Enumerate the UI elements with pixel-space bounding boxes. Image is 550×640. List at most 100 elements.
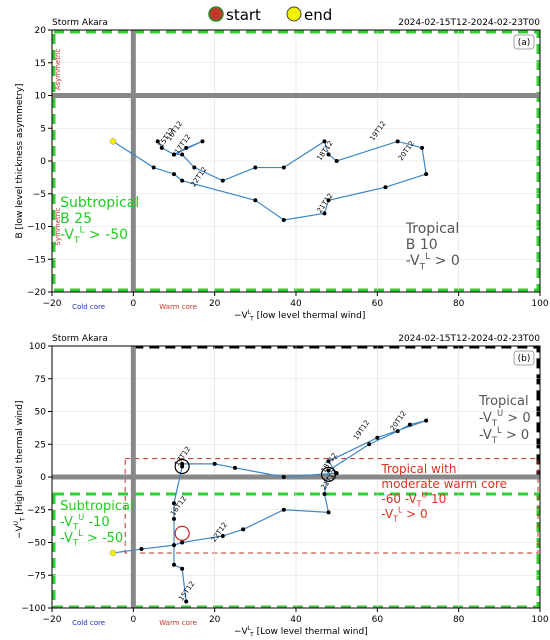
y-tick-label: 50 [35, 408, 47, 418]
tropical-text-part: -V [406, 253, 420, 269]
cold-core-label: Cold core [72, 303, 105, 311]
x-tick-label: 40 [290, 299, 302, 309]
track-point [253, 165, 258, 170]
tropical-text-part: B [406, 237, 420, 253]
y-axis-label-part: [High level thermal wind] [15, 401, 25, 518]
y-tick-label: 100 [29, 342, 46, 352]
cold-core-label: Cold core [72, 619, 105, 627]
tropical-text-part: L [425, 252, 431, 262]
track-point [184, 145, 189, 150]
storm-label: Storm Akara [52, 18, 108, 28]
track-point [326, 152, 331, 157]
y-tick-label: 75 [35, 375, 46, 385]
x-tick-label: −20 [43, 299, 62, 309]
moderate-warm-core-text: Tropical with [380, 462, 456, 476]
tropical-text-part: Tropical [478, 394, 529, 409]
y-tick-label: −75 [27, 571, 46, 581]
track-point [180, 540, 185, 545]
track-point [172, 501, 176, 506]
warm-core-label: Warm core [159, 619, 197, 627]
panel-b: −20 0 20 40 60 80 100 −100 −75 −50 −25 0 25 50 75 100 St… [14, 334, 549, 639]
moderate-warm-core-text-part: -60 [381, 492, 404, 506]
tropical-text-part: -V [479, 411, 492, 426]
track-point [424, 172, 429, 177]
y-axis-label: −VUT [High level thermal wind] [14, 401, 27, 540]
track-point [424, 418, 429, 423]
subtropical-text-part: B [60, 211, 74, 227]
track-point [281, 507, 286, 512]
panel-a: −20 0 20 40 60 80 100 −20 −15 −10 −5 0 5 10 15 20 Storm … [15, 18, 549, 323]
track-point [383, 185, 388, 190]
x-tick-label: 100 [531, 615, 548, 625]
y-tick-label: 15 [35, 59, 46, 69]
x-tick-label: 100 [531, 299, 548, 309]
x-tick-label: 60 [372, 299, 384, 309]
x-axis-label-part: T [249, 317, 254, 323]
track-point [281, 165, 286, 170]
track-point [159, 145, 164, 150]
moderate-warm-core-text: -VTL > 0 [381, 506, 427, 524]
symmetric-label: Symmetric [54, 207, 62, 245]
subtropical-text-part: T [72, 522, 79, 532]
subtropical-text: Subtropical [60, 499, 133, 514]
track-point [151, 165, 156, 170]
tropical-text: -VTU > 0 [479, 408, 531, 428]
track-point [395, 139, 400, 144]
y-tick-label: −15 [27, 255, 46, 265]
subtropical-text-part: T [73, 236, 80, 246]
tropical-text-part: T [491, 418, 498, 428]
x-tick-label: 20 [209, 615, 221, 625]
tropical-text-part: > 0 [502, 428, 529, 443]
panel-tag: (a) [518, 38, 531, 48]
tropical-text: Tropical [478, 394, 529, 409]
tropical-text-part: T [419, 262, 426, 272]
tropical-text-part: L [497, 425, 502, 435]
x-axis-label-part: [low level thermal wind] [254, 311, 366, 321]
track-point [326, 468, 331, 473]
track-point [241, 527, 246, 532]
highlight-circle [174, 458, 190, 475]
x-tick-label: 0 [130, 299, 136, 309]
track-point [334, 159, 339, 163]
track-point [407, 422, 412, 427]
tropical-text-part: Tropical [405, 221, 459, 237]
subtropical-text-part: L [80, 226, 86, 236]
moderate-warm-core-text-part: 10 [431, 492, 446, 506]
legend-start-label: start [226, 6, 261, 24]
track-point [367, 442, 372, 447]
subtropical-text-part: Subtropical [60, 499, 133, 514]
end-marker [109, 138, 117, 145]
moderate-warm-core-text-part: -V [405, 492, 418, 506]
subtropical-text-part: -10 [88, 515, 109, 530]
moderate-warm-core-text-part: T [392, 515, 398, 524]
track-point [375, 435, 380, 440]
x-tick-label: 60 [372, 615, 384, 625]
subtropical-text-part: > -50 [83, 531, 123, 546]
storm-label: Storm Akara [52, 334, 108, 344]
track-point [200, 139, 205, 144]
x-axis-label-part: T [249, 633, 254, 639]
track-point [322, 139, 327, 144]
moderate-warm-core-text-part: L [398, 506, 403, 515]
track-point [172, 516, 176, 521]
moderate-warm-core-text-part: -V [381, 507, 394, 521]
legend-end-marker [286, 6, 302, 22]
y-tick-label: 0 [40, 157, 46, 167]
y-tick-label: 20 [35, 26, 47, 36]
subtropical-text: -VTL > -50 [60, 226, 128, 247]
track-point [326, 198, 331, 203]
period-label: 2024-02-15T12-2024-02-23T00 [398, 334, 540, 344]
subtropical-text-part: Subtropical [60, 195, 139, 211]
end-marker [109, 549, 117, 557]
track-point [184, 599, 189, 604]
moderate-warm-core-text-part: moderate warm core [381, 477, 507, 491]
track-point [180, 464, 185, 469]
subtropical-text: -VTU -10 [60, 512, 110, 532]
x-axis-label-part: [Low level thermal wind] [254, 627, 368, 637]
y-tick-label: 0 [40, 473, 46, 483]
moderate-warm-core-text-part: T [416, 500, 422, 509]
y-axis-label: B [low level thickness asymmetry] [15, 83, 25, 238]
tropical-text: -VTL > 0 [479, 425, 529, 445]
track-point [180, 152, 185, 157]
subtropical-text-part: -V [60, 515, 73, 530]
